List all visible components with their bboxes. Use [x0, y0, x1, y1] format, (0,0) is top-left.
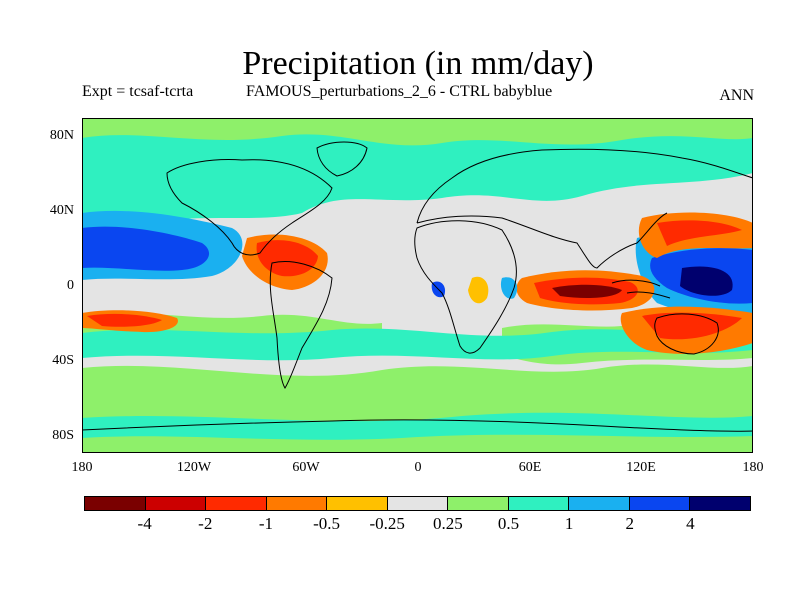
colorbar-box-5 [387, 497, 449, 510]
colorbar-box-6 [448, 497, 509, 510]
y-tick-0: 0 [67, 278, 74, 293]
x-tick-180w: 180 [71, 460, 93, 475]
coast-greenland [316, 141, 368, 177]
colorbar-box-8 [569, 497, 630, 510]
colorbar-label-3: -0.5 [313, 514, 340, 533]
map-title: Precipitation (in mm/day) [242, 45, 594, 82]
x-tick-180e: 180 [742, 460, 764, 475]
colorbar-box-1 [145, 497, 207, 510]
colorbar-box-4 [327, 497, 388, 510]
colorbar-box-10 [690, 497, 751, 510]
map-panel [82, 118, 753, 453]
x-tick-0: 0 [414, 460, 422, 475]
colorbar-label-4: -0.25 [369, 514, 405, 533]
field-cyan-antarctic [82, 412, 753, 440]
colorbar-box-7 [508, 497, 570, 510]
field-cyan-north [82, 134, 753, 225]
subtitle-center: FAMOUS_perturbations_2_6 - CTRL babyblue [246, 83, 553, 100]
coast-africa [414, 220, 517, 354]
colorbar-label-9: 4 [686, 514, 695, 533]
colorbar [84, 496, 751, 511]
coast-indonesia [611, 279, 671, 299]
colorbar-label-0: -4 [137, 514, 152, 533]
coastlines [82, 141, 753, 432]
precipitation-field [82, 118, 753, 453]
subtitle-left: Expt = tcsaf-tcrta [82, 83, 194, 100]
field-orange-africa [468, 276, 489, 304]
coast-australia [654, 313, 719, 355]
y-tick-80s: 80S [52, 428, 74, 443]
map-frame [82, 118, 753, 453]
field-darkred-indian [552, 284, 622, 298]
y-tick-40s: 40S [52, 353, 74, 368]
colorbar-box-0 [85, 497, 146, 510]
colorbar-label-5: 0.25 [432, 514, 463, 533]
x-tick-60e: 60E [518, 460, 542, 475]
colorbar-label-2: -1 [258, 514, 273, 533]
colorbar-label-7: 1 [564, 514, 574, 533]
colorbar-box-3 [266, 497, 328, 510]
colorbar-box-2 [206, 497, 267, 510]
field-green-south [82, 364, 753, 453]
field-red-nwpacific [657, 220, 742, 246]
y-tick-80n: 80N [49, 128, 74, 143]
colorbar-label-1: -2 [198, 514, 213, 533]
field-cyan-south [82, 328, 753, 361]
subtitle-right: ANN [719, 87, 754, 104]
field-navy-wpacific [680, 266, 733, 296]
colorbar-label-6: 0.5 [497, 514, 520, 533]
x-tick-120w: 120W [176, 460, 212, 475]
colorbar-label-8: 2 [625, 514, 634, 533]
coast-antarctica [82, 419, 753, 432]
field-red-australia [642, 312, 742, 340]
coast-eurasia [416, 148, 753, 269]
field-blue-eastafrica [500, 277, 518, 299]
field-red-amazon [256, 240, 318, 277]
coast-south-america [269, 260, 333, 389]
field-red-spacific [87, 313, 162, 327]
colorbar-box-9 [629, 497, 691, 510]
x-tick-60w: 60W [292, 460, 320, 475]
y-tick-40n: 40N [49, 203, 74, 218]
coast-north-america [166, 159, 333, 256]
field-darkblue-npacific [82, 226, 210, 271]
x-tick-120e: 120E [626, 460, 656, 475]
